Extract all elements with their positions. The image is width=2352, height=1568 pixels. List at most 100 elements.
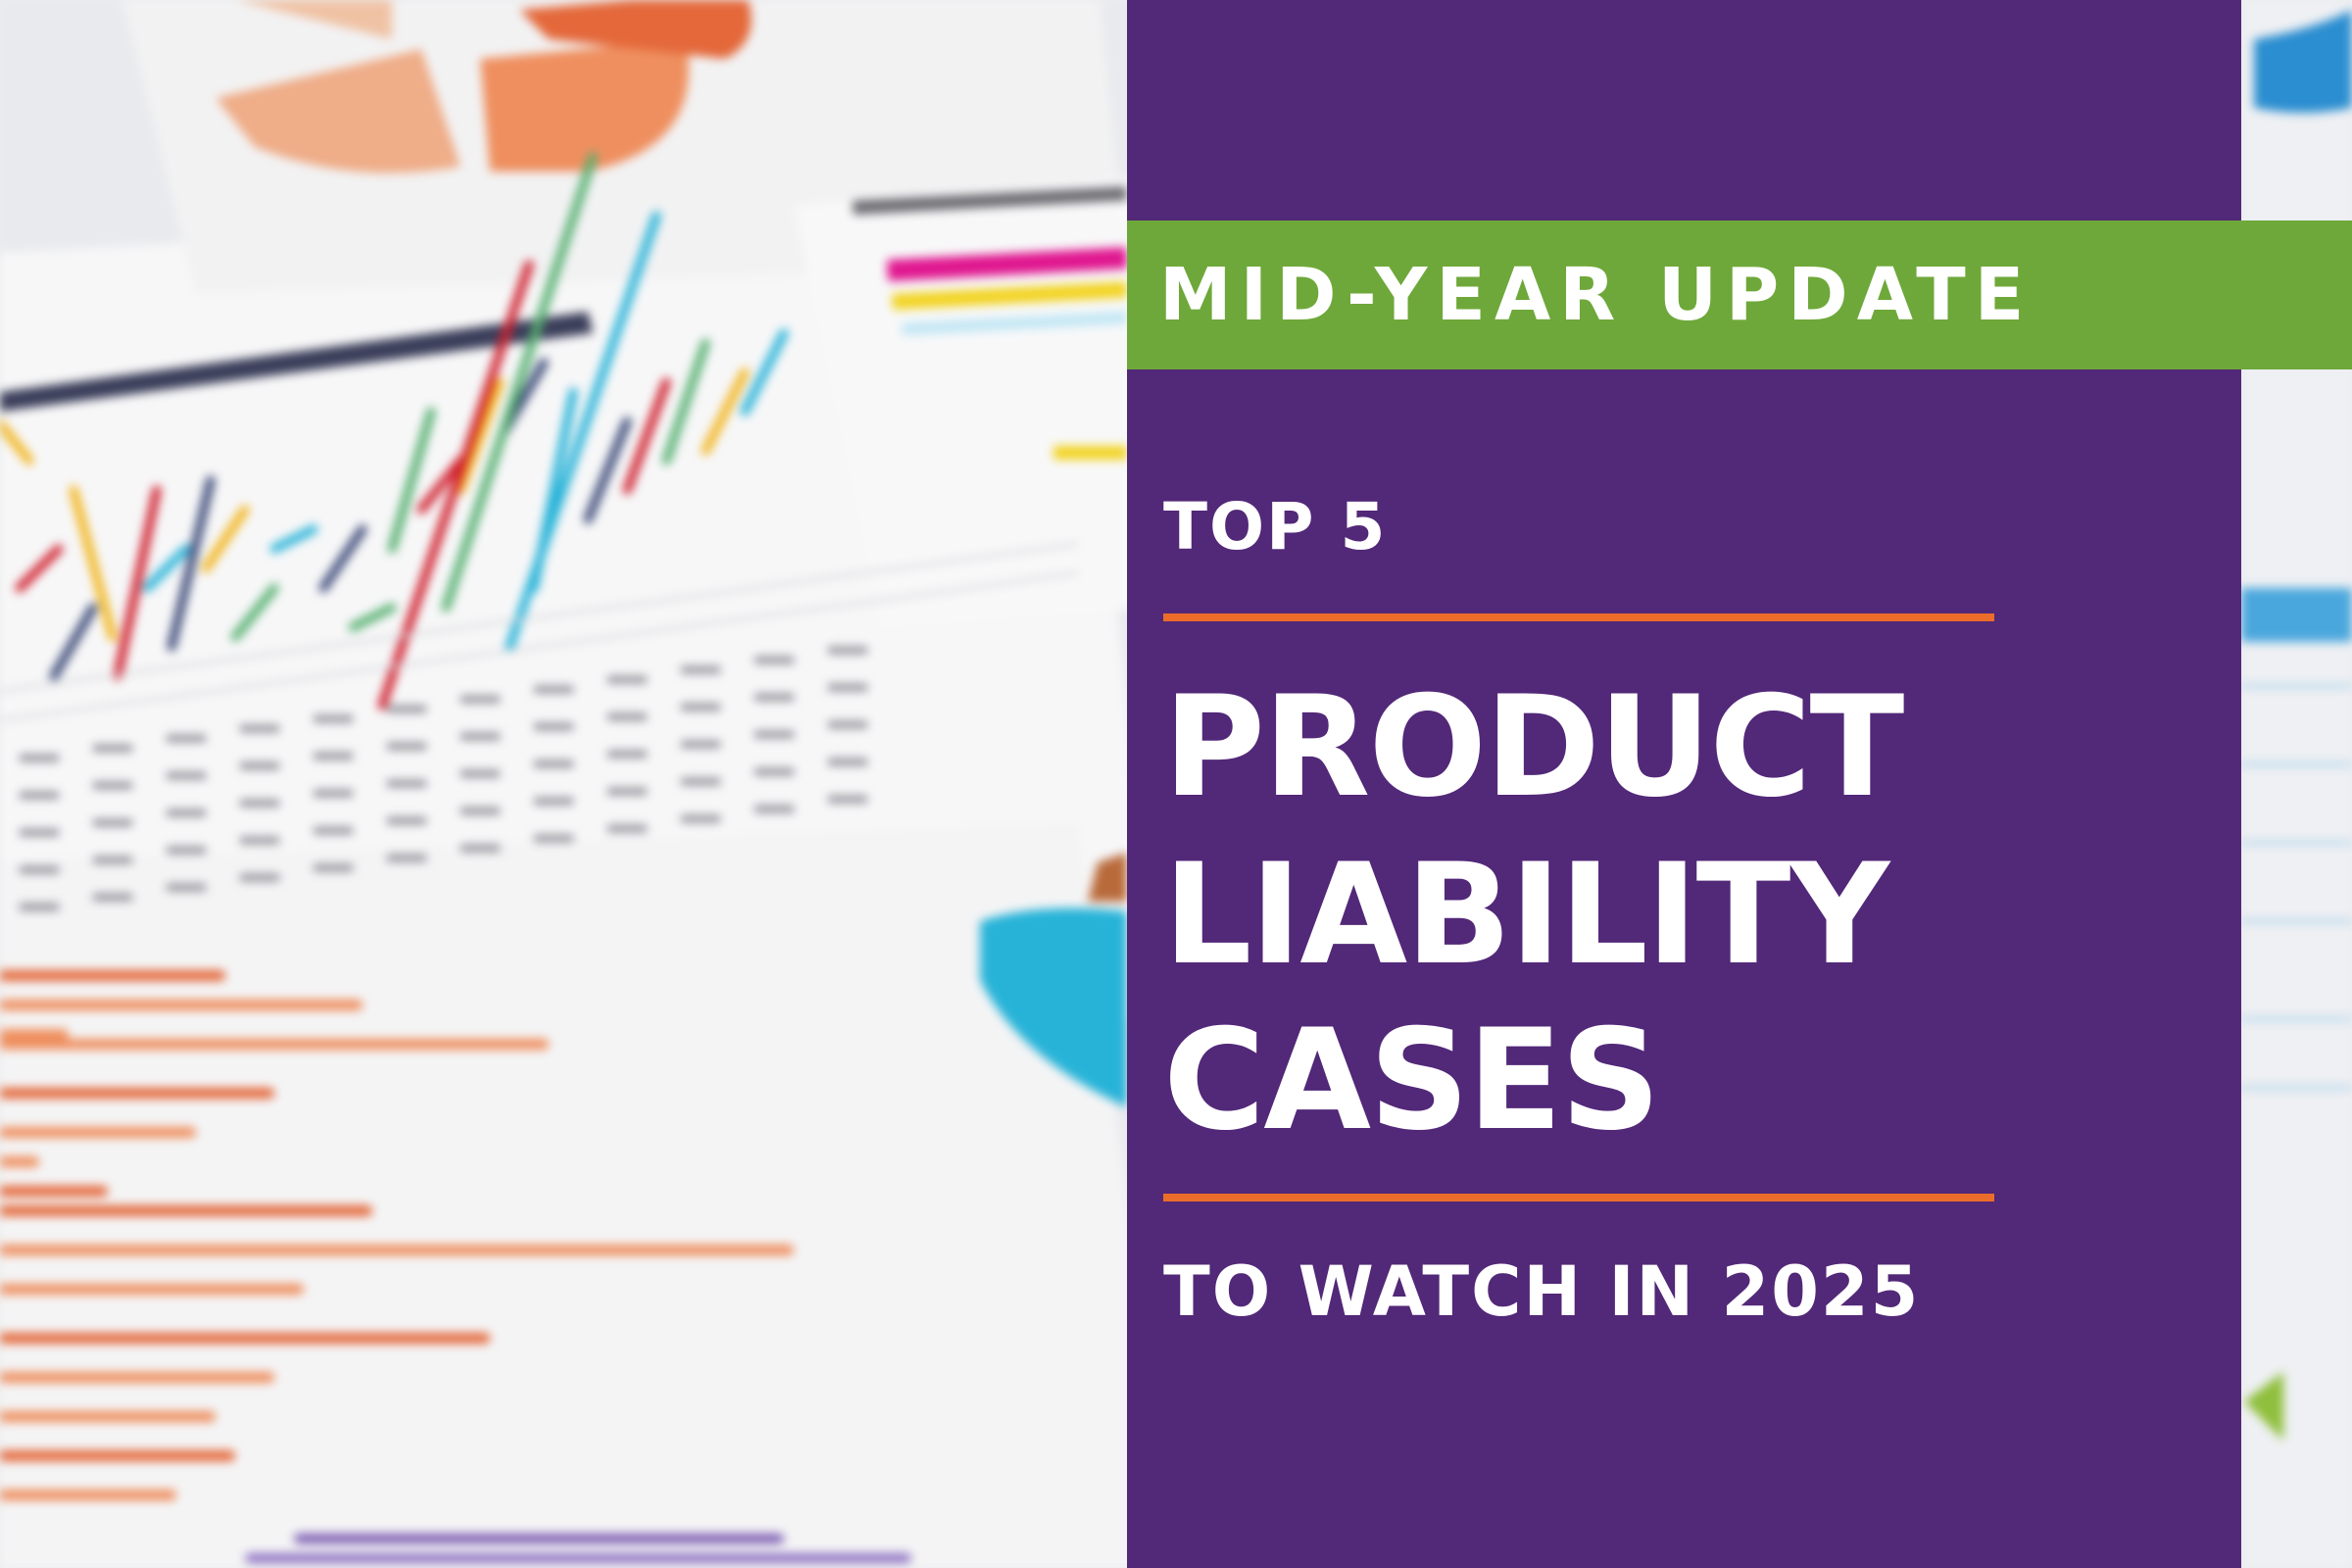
bar-blur <box>0 1127 196 1138</box>
cell-blur <box>240 725 279 732</box>
bar-blur <box>701 368 750 456</box>
cell-blur <box>681 815 720 822</box>
chart-blur <box>2254 10 2352 113</box>
cell-blur <box>828 721 867 728</box>
cell-blur <box>240 874 279 881</box>
cell-blur <box>461 770 500 777</box>
cell-blur <box>755 657 794 663</box>
cell-blur <box>387 817 426 824</box>
table-lines-blur <box>2241 684 2352 1090</box>
bar-blur <box>0 970 225 981</box>
cell-blur <box>461 733 500 740</box>
bar-blur <box>113 485 162 681</box>
cell-blur <box>755 806 794 812</box>
bar-blur <box>15 544 64 593</box>
cell-blur <box>314 715 353 722</box>
cell-blur <box>755 768 794 775</box>
bar-blur <box>0 1186 108 1197</box>
bar-blur <box>0 1333 490 1344</box>
bar-blur <box>0 1029 69 1040</box>
cell-blur <box>534 686 573 693</box>
cell-blur <box>20 866 59 873</box>
cell-blur <box>608 676 647 683</box>
cell-blur <box>387 780 426 787</box>
bar-blur <box>377 260 534 710</box>
bar-blur <box>505 211 662 652</box>
bar-blur <box>318 524 368 593</box>
cell-blur <box>534 835 573 842</box>
bar-blur <box>0 1088 274 1099</box>
subtitle-text: TO WATCH IN 2025 <box>1163 1251 1921 1332</box>
cell-blur <box>240 800 279 807</box>
bar-blur <box>441 152 598 612</box>
bar-blur <box>0 1000 363 1010</box>
bar-blur <box>69 485 118 642</box>
cell-blur <box>681 778 720 785</box>
cell-blur <box>167 809 206 816</box>
budget-sheet-blur <box>853 186 1128 460</box>
bar-blur <box>142 544 191 593</box>
cell-blur <box>755 731 794 738</box>
bar-blur <box>49 603 98 681</box>
pie-slice-blur <box>1088 853 1127 902</box>
cell-blur <box>828 684 867 691</box>
bar-blur <box>662 338 710 466</box>
table-lines-blur <box>0 542 1079 722</box>
cell-blur <box>828 759 867 765</box>
bar-blur <box>270 524 318 554</box>
cell-blur <box>93 857 132 863</box>
bar-blur <box>0 416 34 466</box>
cell-blur <box>20 829 59 836</box>
pie-slice-blur <box>980 907 1127 1107</box>
update-banner <box>1127 220 2352 369</box>
bar-blur <box>0 1205 372 1216</box>
cell-blur <box>608 751 647 758</box>
kicker-text: TOP 5 <box>1163 489 1388 564</box>
cell-blur <box>93 782 132 789</box>
cell-blur <box>167 847 206 854</box>
cell-blur <box>534 798 573 805</box>
bar-blur <box>387 407 436 554</box>
cell-blur <box>608 825 647 832</box>
banner-label: MID-YEAR UPDATE <box>1159 253 2034 337</box>
bar-blur <box>0 1450 235 1461</box>
cell-blur <box>240 762 279 769</box>
cell-blur <box>387 855 426 861</box>
cell-blur <box>93 819 132 826</box>
paper-sheet <box>2241 0 2352 1568</box>
cell-blur <box>755 694 794 701</box>
cell-blur <box>608 713 647 720</box>
cell-blur <box>461 696 500 703</box>
divider-bottom <box>1163 1194 1994 1201</box>
bar-blur <box>416 456 466 514</box>
cell-blur <box>681 741 720 748</box>
bar-blur <box>583 416 632 524</box>
headline-line: LIABILITY <box>1163 834 1889 996</box>
table-text-blur <box>20 647 867 910</box>
bar-chart-blur <box>0 152 789 710</box>
cell-blur <box>314 753 353 760</box>
bar-blur <box>230 583 279 642</box>
bar-blur <box>0 1490 176 1500</box>
bar-blur <box>0 1284 304 1295</box>
cell-blur <box>681 704 720 710</box>
table-header-blur <box>2241 588 2352 642</box>
cell-blur <box>20 904 59 910</box>
bar-blur <box>201 505 250 573</box>
cell-blur <box>93 894 132 901</box>
cell-blur <box>167 884 206 891</box>
headline-line: CASES <box>1163 1000 1661 1161</box>
chart-header-bar <box>0 312 593 412</box>
horizontal-bar-chart-blur <box>0 970 794 1500</box>
cell-blur <box>93 745 132 752</box>
cell-blur <box>167 735 206 742</box>
bar-blur <box>0 1372 274 1383</box>
cell-blur <box>387 706 426 712</box>
cell-blur <box>314 790 353 797</box>
headline-line: PRODUCT <box>1163 666 1904 828</box>
bar-blur <box>0 1245 794 1255</box>
bar-blur <box>456 377 505 495</box>
cell-blur <box>681 666 720 673</box>
divider-top <box>1163 613 1994 621</box>
cell-blur <box>828 796 867 803</box>
